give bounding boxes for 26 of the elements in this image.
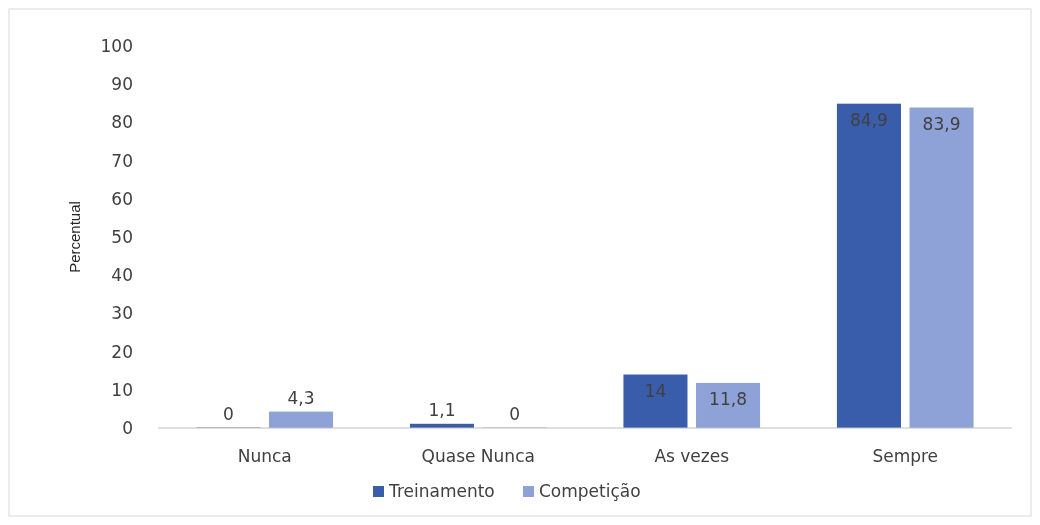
x-tick-label: Sempre	[872, 446, 939, 466]
data-label: 0	[223, 404, 234, 424]
data-label: 11,8	[709, 388, 747, 409]
y-axis-title: Percentual	[66, 201, 83, 273]
y-tick-label: 90	[111, 74, 133, 95]
y-tick-label: 70	[111, 150, 133, 171]
legend-label: Competição	[539, 481, 641, 501]
data-label: 1,1	[428, 399, 456, 420]
x-tick-label: Quase Nunca	[421, 446, 535, 466]
y-tick-label: 30	[111, 303, 133, 324]
y-tick-label: 10	[111, 379, 133, 400]
data-label: 83,9	[922, 113, 961, 134]
y-tick-label: 20	[111, 341, 133, 362]
data-label: 0	[509, 404, 520, 424]
data-label: 84,9	[850, 109, 888, 130]
y-tick-label: 50	[111, 226, 133, 247]
data-label: 4,3	[287, 387, 315, 408]
x-tick-label: As vezes	[654, 446, 730, 466]
y-tick-label: 60	[111, 188, 133, 209]
data-label: 14	[644, 380, 667, 401]
y-tick-label: 100	[100, 35, 133, 56]
x-tick-label: Nunca	[237, 446, 292, 466]
y-tick-label: 0	[122, 417, 133, 438]
legend-label: Treinamento	[388, 481, 495, 501]
y-tick-label: 80	[111, 112, 133, 133]
y-tick-label: 40	[111, 265, 133, 286]
